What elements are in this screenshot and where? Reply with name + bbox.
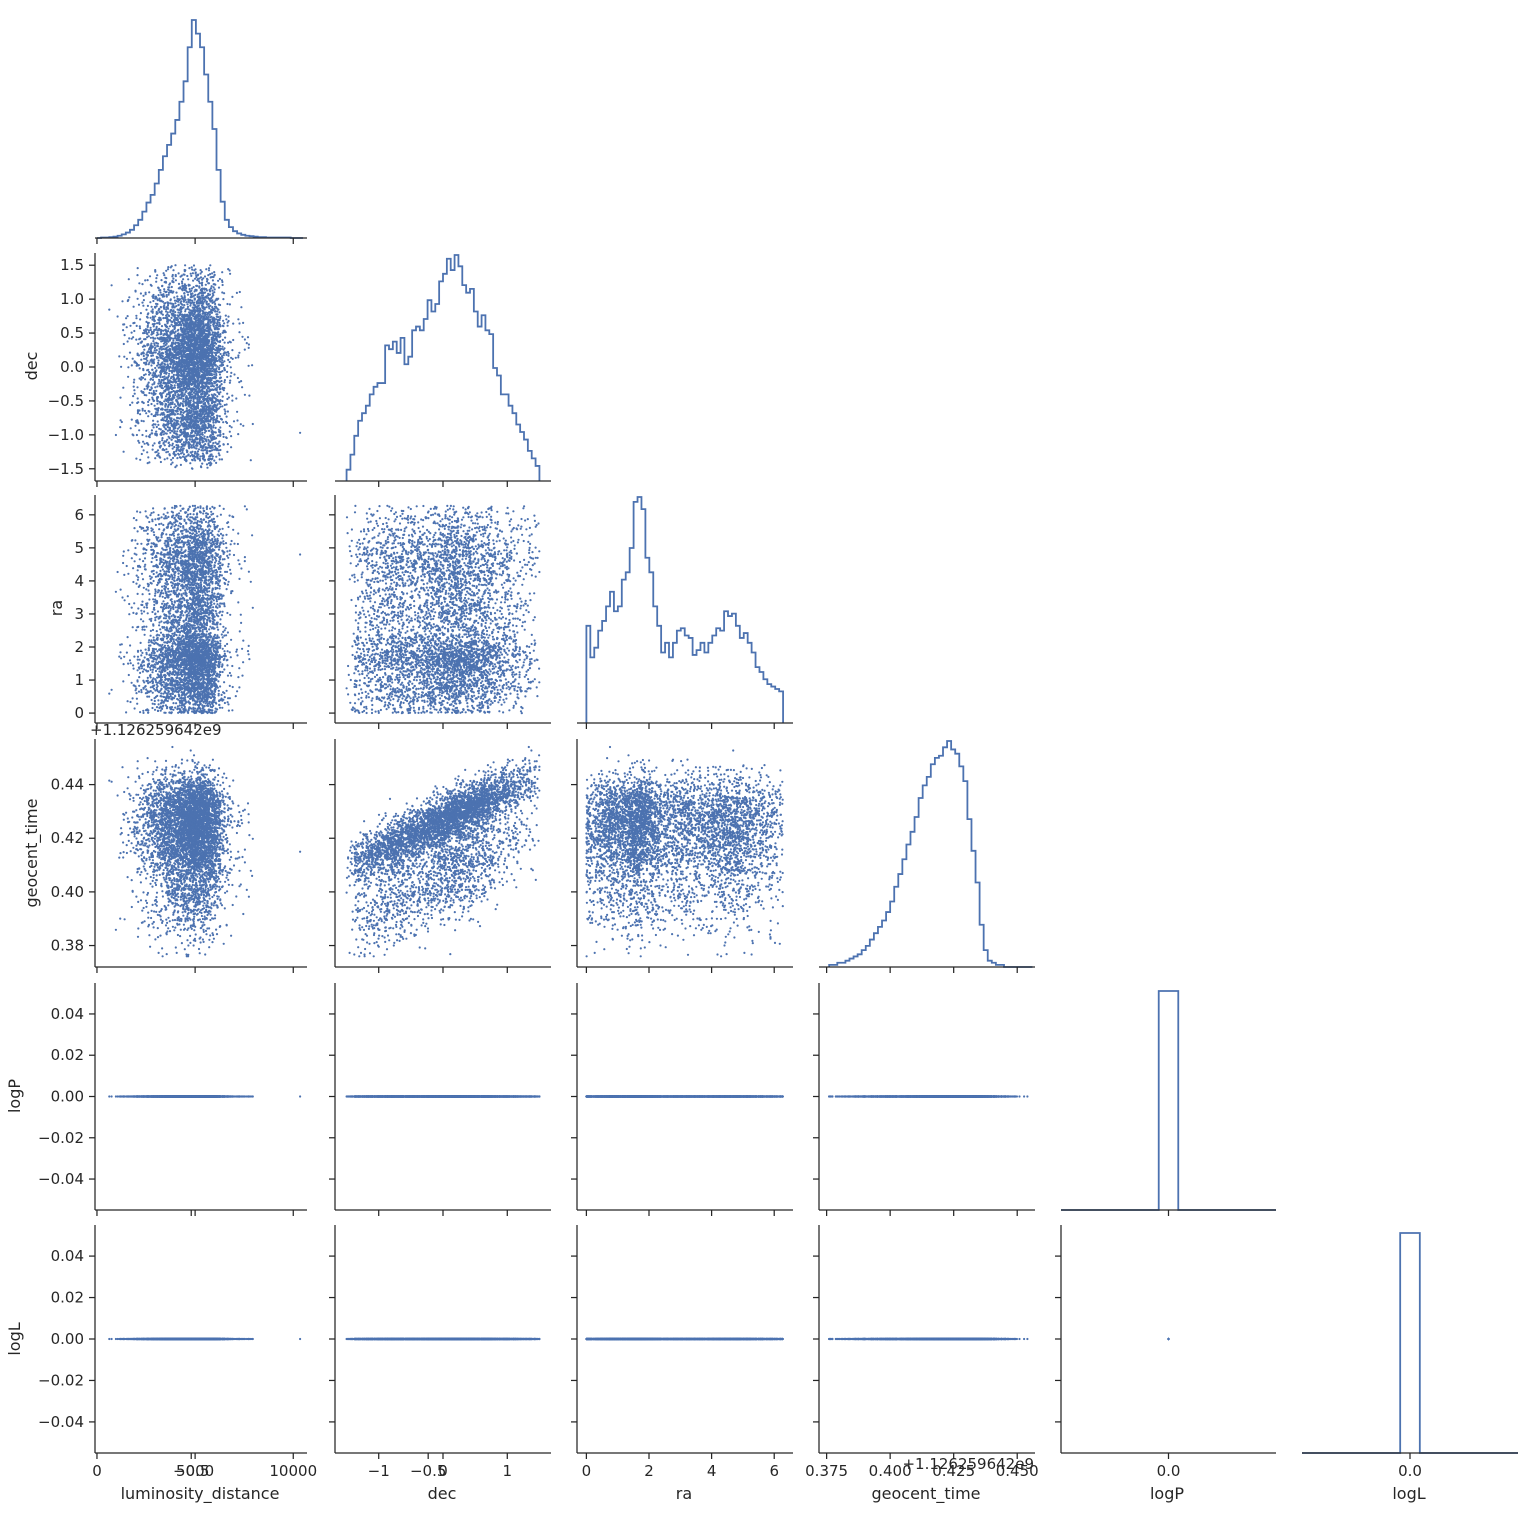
scatter-point bbox=[135, 458, 137, 460]
scatter-point bbox=[177, 311, 179, 313]
scatter-point bbox=[226, 376, 228, 378]
scatter-point bbox=[121, 300, 123, 302]
scatter-point bbox=[157, 424, 159, 426]
scatter-point bbox=[168, 370, 170, 372]
scatter-point bbox=[229, 380, 231, 382]
scatter-point bbox=[133, 386, 135, 388]
scatter-point bbox=[131, 419, 133, 421]
scatter-point bbox=[189, 462, 191, 464]
scatter-point bbox=[242, 322, 244, 324]
scatter-point bbox=[235, 357, 237, 359]
scatter-point bbox=[150, 403, 152, 405]
scatter-point bbox=[219, 333, 221, 335]
scatter-point bbox=[170, 459, 172, 461]
panel-dec-vs-luminosity_distance: −1.5−1.0−0.50.00.51.01.5 bbox=[48, 253, 307, 487]
scatter-point bbox=[169, 432, 171, 434]
histogram-luminosity_distance bbox=[97, 20, 303, 238]
scatter-point bbox=[130, 427, 132, 429]
scatter-point bbox=[182, 278, 184, 280]
scatter-point bbox=[212, 455, 214, 457]
scatter-point bbox=[144, 279, 146, 281]
scatter-point bbox=[144, 443, 146, 445]
scatter-point bbox=[185, 299, 187, 301]
scatter-point bbox=[129, 352, 131, 354]
scatter-point bbox=[212, 279, 214, 281]
scatter-point bbox=[128, 296, 130, 298]
scatter-point bbox=[180, 464, 182, 466]
scatter-point bbox=[135, 317, 137, 319]
scatter-point bbox=[159, 291, 161, 293]
scatter-point bbox=[229, 361, 231, 363]
scatter-point bbox=[214, 288, 216, 290]
scatter-point bbox=[201, 432, 203, 434]
scatter-point bbox=[215, 427, 217, 429]
panel-luminosity_distance-vs-luminosity_distance bbox=[95, 20, 307, 244]
scatter-point bbox=[222, 298, 224, 300]
scatter-point bbox=[160, 461, 162, 463]
scatter-point bbox=[181, 280, 183, 282]
scatter-point bbox=[143, 449, 145, 451]
scatter-point bbox=[132, 358, 134, 360]
scatter-point bbox=[184, 264, 186, 266]
scatter-point bbox=[177, 413, 179, 415]
scatter-point bbox=[175, 292, 177, 294]
scatter-point bbox=[226, 365, 228, 367]
scatter-points-dec-vs-luminosity_distance bbox=[108, 264, 301, 470]
scatter-point bbox=[203, 435, 205, 437]
scatter-point bbox=[127, 366, 129, 368]
scatter-point bbox=[225, 318, 227, 320]
scatter-point bbox=[174, 384, 176, 386]
scatter-point bbox=[147, 305, 149, 307]
